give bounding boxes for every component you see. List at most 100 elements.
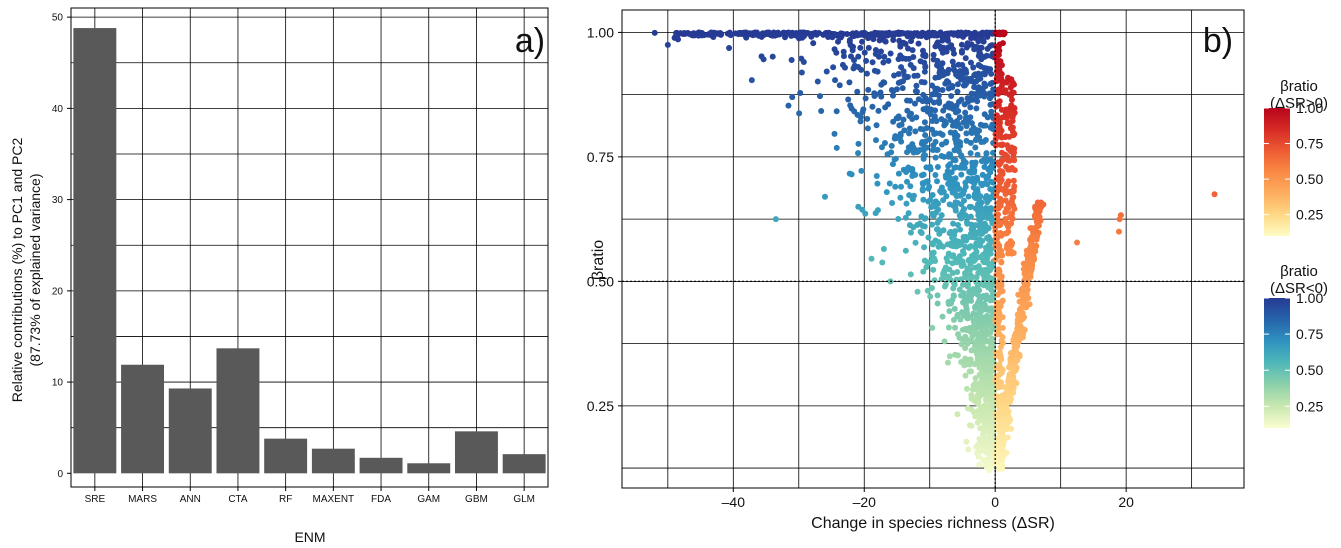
data-point — [930, 99, 937, 106]
data-point — [833, 144, 840, 151]
data-point — [904, 178, 911, 185]
data-point — [899, 85, 906, 92]
data-point — [895, 170, 902, 177]
data-point — [978, 56, 985, 63]
data-point — [977, 221, 984, 228]
data-point — [902, 40, 909, 47]
x-tick-label-rf: RF — [279, 494, 292, 505]
data-point — [964, 30, 971, 37]
data-point — [967, 213, 974, 220]
data-point — [865, 86, 872, 93]
data-point — [1008, 83, 1015, 90]
data-point — [958, 152, 965, 159]
data-point — [971, 91, 978, 98]
data-point — [1002, 107, 1009, 114]
panel-a-bar-chart: 0 10 20 30 40 50 SRE MARS ANN CTA RF MAXENT FDA GAM G… — [9, 7, 549, 545]
data-point — [997, 453, 1004, 460]
data-point — [962, 243, 969, 250]
panel-b-plot-area — [621, 9, 1245, 489]
data-point — [1002, 421, 1009, 428]
data-point — [909, 47, 916, 54]
data-point — [959, 258, 966, 265]
data-point — [874, 180, 881, 187]
data-point — [797, 90, 804, 97]
data-point — [989, 341, 996, 348]
data-point — [1006, 371, 1013, 378]
data-point — [962, 269, 969, 276]
x-tick-label: –40 — [722, 494, 746, 510]
data-point — [982, 30, 989, 37]
data-point — [981, 164, 988, 171]
panel-b-y-axis-label: βratio — [590, 240, 607, 280]
data-point — [994, 184, 1001, 191]
data-point — [945, 44, 952, 51]
data-point — [920, 152, 927, 159]
data-point — [1035, 218, 1042, 225]
data-point — [869, 31, 876, 38]
y-tick-label: 0.50 — [587, 273, 614, 289]
data-point — [880, 246, 887, 252]
data-point — [881, 79, 888, 86]
data-point — [1014, 316, 1021, 323]
data-point — [889, 199, 896, 206]
data-point — [1019, 285, 1026, 292]
data-point — [869, 59, 876, 66]
data-point — [810, 40, 817, 47]
data-point — [997, 421, 1004, 428]
data-point — [979, 85, 986, 92]
data-point — [1007, 240, 1014, 247]
data-point — [825, 34, 832, 41]
data-point — [983, 150, 990, 157]
x-tick-label-gam: GAM — [417, 494, 440, 505]
x-tick-label-maxent: MAXENT — [313, 494, 355, 505]
data-point — [1010, 249, 1017, 256]
data-point — [957, 292, 964, 299]
data-point — [967, 59, 974, 66]
data-point — [1009, 111, 1016, 118]
data-point — [900, 68, 907, 75]
data-point — [918, 172, 925, 179]
data-point — [874, 68, 881, 75]
data-point — [950, 279, 957, 286]
data-point — [953, 259, 960, 266]
data-point — [947, 129, 954, 136]
data-point — [908, 38, 915, 45]
data-point — [920, 268, 927, 275]
data-point — [984, 45, 991, 52]
data-point — [1025, 263, 1032, 270]
panel-a-gridlines — [71, 8, 548, 487]
data-point — [967, 150, 974, 157]
data-point — [1008, 78, 1015, 85]
bar-glm — [502, 454, 546, 474]
data-point — [996, 119, 1003, 126]
data-point — [833, 49, 840, 56]
data-point — [873, 173, 880, 180]
data-point — [987, 365, 994, 372]
data-point — [965, 446, 972, 453]
data-point — [878, 48, 885, 55]
data-point — [963, 385, 970, 392]
data-point — [963, 123, 970, 130]
data-point — [976, 309, 983, 316]
data-point — [861, 31, 868, 38]
data-point — [855, 150, 862, 157]
data-point — [987, 414, 994, 421]
data-point — [892, 155, 899, 162]
data-point — [992, 317, 999, 324]
data-point — [904, 73, 911, 80]
data-point — [893, 115, 900, 122]
data-point — [962, 116, 969, 123]
data-point — [954, 199, 961, 206]
data-point — [918, 229, 925, 236]
data-point — [998, 157, 1005, 164]
data-point — [981, 365, 988, 372]
data-point — [992, 411, 999, 418]
data-point — [929, 82, 936, 89]
data-point — [935, 243, 942, 250]
data-point — [961, 197, 968, 204]
data-point — [995, 305, 1002, 312]
data-point — [878, 144, 885, 151]
data-point — [1011, 205, 1018, 212]
data-point — [955, 331, 962, 338]
panel-a-bars — [73, 28, 546, 474]
